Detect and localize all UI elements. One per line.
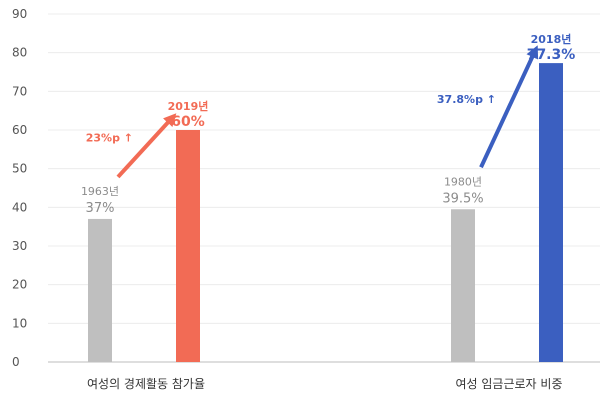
bar-year-label: 1980년 bbox=[444, 175, 482, 188]
category-label: 여성 임금근로자 비중 bbox=[456, 377, 563, 391]
y-tick-label: 10 bbox=[12, 316, 27, 330]
change-arrow bbox=[116, 113, 177, 179]
y-tick-label: 60 bbox=[12, 123, 27, 137]
bar bbox=[176, 130, 200, 362]
y-tick-label: 40 bbox=[12, 200, 27, 214]
bar-year-label: 2019년 bbox=[168, 99, 209, 113]
y-tick-label: 80 bbox=[12, 46, 27, 60]
bar-year-label: 1963년 bbox=[81, 185, 119, 198]
bar bbox=[451, 209, 475, 362]
change-label: 23%p ↑ bbox=[86, 131, 133, 144]
bar-value-label: 77.3% bbox=[527, 47, 576, 63]
y-tick-label: 30 bbox=[12, 239, 27, 253]
bar-value-label: 37% bbox=[86, 201, 115, 216]
y-tick-label: 50 bbox=[12, 162, 27, 176]
y-tick-label: 90 bbox=[12, 7, 27, 21]
bar bbox=[539, 63, 563, 363]
y-tick-label: 20 bbox=[12, 278, 27, 292]
bar-value-label: 39.5% bbox=[442, 191, 483, 206]
change-label: 37.8%p ↑ bbox=[437, 93, 496, 106]
bar-year-label: 2018년 bbox=[531, 32, 572, 46]
bar-value-label: 60% bbox=[171, 114, 205, 130]
category-label: 여성의 경제활동 참가율 bbox=[87, 377, 205, 391]
change-arrow bbox=[479, 45, 539, 169]
y-tick-label: 0 bbox=[12, 355, 20, 369]
y-tick-label: 70 bbox=[12, 84, 27, 98]
bar bbox=[88, 218, 112, 362]
